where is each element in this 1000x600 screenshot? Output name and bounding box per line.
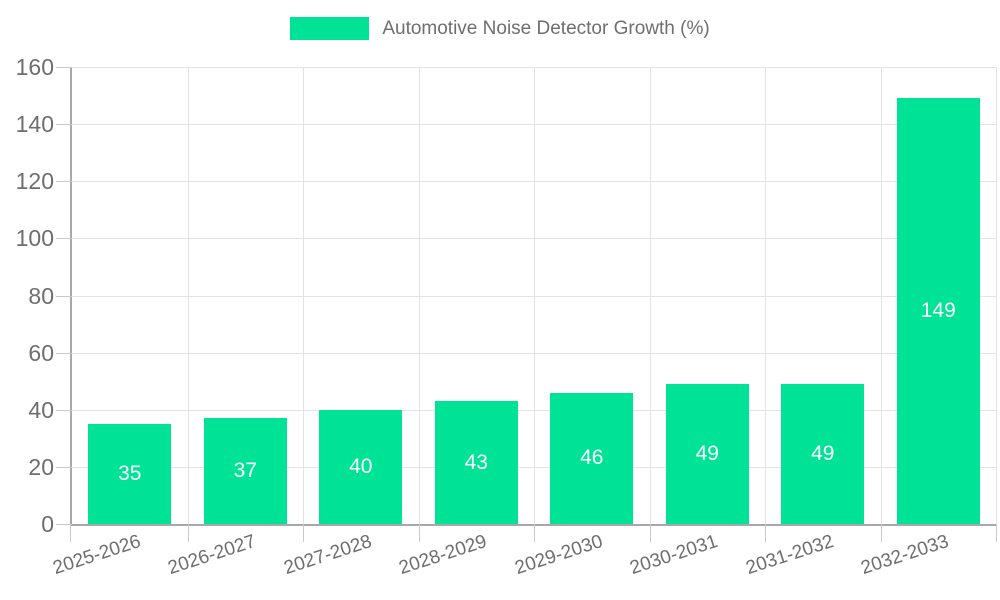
legend-swatch-icon	[290, 17, 370, 40]
plot-area: 35 37 40 43 46 49 49 149	[56, 67, 997, 542]
x-axis-tick	[187, 524, 189, 542]
x-axis-tick	[534, 524, 535, 542]
y-axis-tick-label: 0	[41, 511, 54, 537]
x-axis-category-label: 2030-2031	[627, 531, 721, 580]
bar-value-label: 49	[811, 442, 835, 466]
bar-2026-2027[interactable]: 37	[203, 418, 287, 524]
x-axis-category-label: 2025-2026	[50, 531, 144, 580]
bar-2027-2028[interactable]: 40	[319, 409, 403, 524]
y-axis-tick-label: 120	[15, 168, 54, 195]
bar-value-label: 49	[695, 442, 719, 466]
y-axis-tick	[56, 409, 72, 411]
bar-2028-2029[interactable]: 43	[434, 401, 518, 524]
bar-value-label: 149	[920, 299, 956, 323]
bar-2029-2030[interactable]: 46	[550, 392, 634, 524]
y-axis-tick-label: 100	[15, 225, 54, 252]
y-axis-tick	[56, 295, 72, 297]
bar-value-label: 40	[349, 454, 373, 478]
y-axis-tick	[56, 466, 72, 468]
y-axis-tick	[56, 181, 72, 183]
bar-2031-2032[interactable]: 49	[781, 384, 865, 524]
vertical-gridline	[187, 67, 189, 524]
y-axis-tick	[56, 124, 72, 126]
y-axis-tick	[56, 238, 72, 240]
chart-legend[interactable]: Automotive Noise Detector Growth (%)	[0, 17, 1000, 40]
x-axis-category-label: 2029-2030	[512, 531, 606, 580]
legend-label: Automotive Noise Detector Growth (%)	[382, 17, 710, 39]
y-axis-tick-label: 160	[15, 54, 54, 80]
vertical-gridline	[418, 67, 420, 524]
y-axis-tick-label: 20	[28, 453, 54, 480]
x-axis-tick	[765, 524, 766, 542]
y-axis-tick-label: 80	[28, 282, 54, 309]
y-axis-tick-label: 40	[28, 396, 54, 423]
x-axis-tick	[649, 524, 651, 542]
x-axis-category-label: 2031-2032	[743, 531, 837, 580]
vertical-gridline	[303, 67, 304, 524]
vertical-gridline	[534, 67, 535, 524]
bar-value-label: 46	[580, 446, 604, 470]
x-axis-tick	[70, 524, 71, 542]
y-axis-tick	[56, 524, 72, 525]
vertical-gridline	[996, 67, 997, 524]
x-axis-category-label: 2026-2027	[165, 531, 259, 580]
x-axis-category-label: 2032-2033	[858, 531, 952, 580]
x-axis-category-label: 2028-2029	[396, 531, 490, 580]
y-axis-tick	[56, 67, 72, 68]
y-axis-tick-label: 60	[28, 339, 54, 366]
bar-value-label: 35	[118, 462, 142, 486]
vertical-gridline	[880, 67, 882, 524]
y-axis-tick	[56, 352, 72, 354]
bar-value-label: 37	[233, 459, 257, 483]
bar-2030-2031[interactable]: 49	[665, 384, 749, 524]
x-axis-tick	[303, 524, 304, 542]
x-axis-tick	[996, 524, 997, 542]
vertical-gridline	[649, 67, 651, 524]
bar-value-label: 43	[464, 450, 488, 474]
y-axis-tick-label: 140	[15, 111, 54, 138]
bar-2032-2033[interactable]: 149	[896, 98, 980, 524]
x-axis-tick	[418, 524, 420, 542]
bar-2025-2026[interactable]: 35	[88, 424, 172, 524]
x-axis-tick	[880, 524, 882, 542]
vertical-gridline	[765, 67, 766, 524]
x-axis-category-label: 2027-2028	[281, 531, 375, 580]
